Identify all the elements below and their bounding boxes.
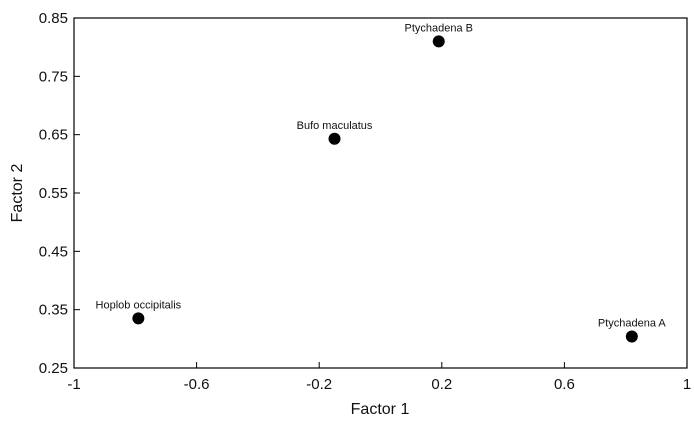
data-point — [626, 331, 638, 343]
y-tick-label: 0.45 — [39, 243, 68, 260]
data-points: Ptychadena B Bufo maculatus Hoplob occipit… — [96, 22, 667, 342]
x-axis-title: Factor 1 — [351, 401, 410, 418]
y-tick-label: 0.35 — [39, 302, 68, 319]
x-axis: -1 -0.6 -0.2 0.2 0.6 1 — [67, 362, 691, 393]
plot-frame — [74, 18, 687, 368]
x-tick-label: -1 — [67, 376, 80, 393]
y-tick-label: 0.75 — [39, 68, 68, 85]
x-tick-label: -0.2 — [306, 376, 332, 393]
point-label: Ptychadena A — [598, 318, 667, 330]
y-tick-label: 0.55 — [39, 185, 68, 202]
y-axis-title: Factor 2 — [9, 164, 26, 223]
y-tick-label: 0.85 — [39, 10, 68, 27]
x-tick-label: 0.2 — [431, 376, 452, 393]
data-point — [329, 133, 341, 145]
data-point — [132, 312, 144, 324]
data-point — [433, 35, 445, 47]
x-tick-label: 1 — [683, 376, 691, 393]
y-tick-label: 0.25 — [39, 360, 68, 377]
y-tick-label: 0.65 — [39, 127, 68, 144]
point-label: Hoplob occipitalis — [96, 299, 182, 311]
point-label: Bufo maculatus — [297, 120, 373, 132]
point-label: Ptychadena B — [404, 22, 473, 34]
x-tick-label: -0.6 — [184, 376, 210, 393]
x-tick-label: 0.6 — [554, 376, 575, 393]
